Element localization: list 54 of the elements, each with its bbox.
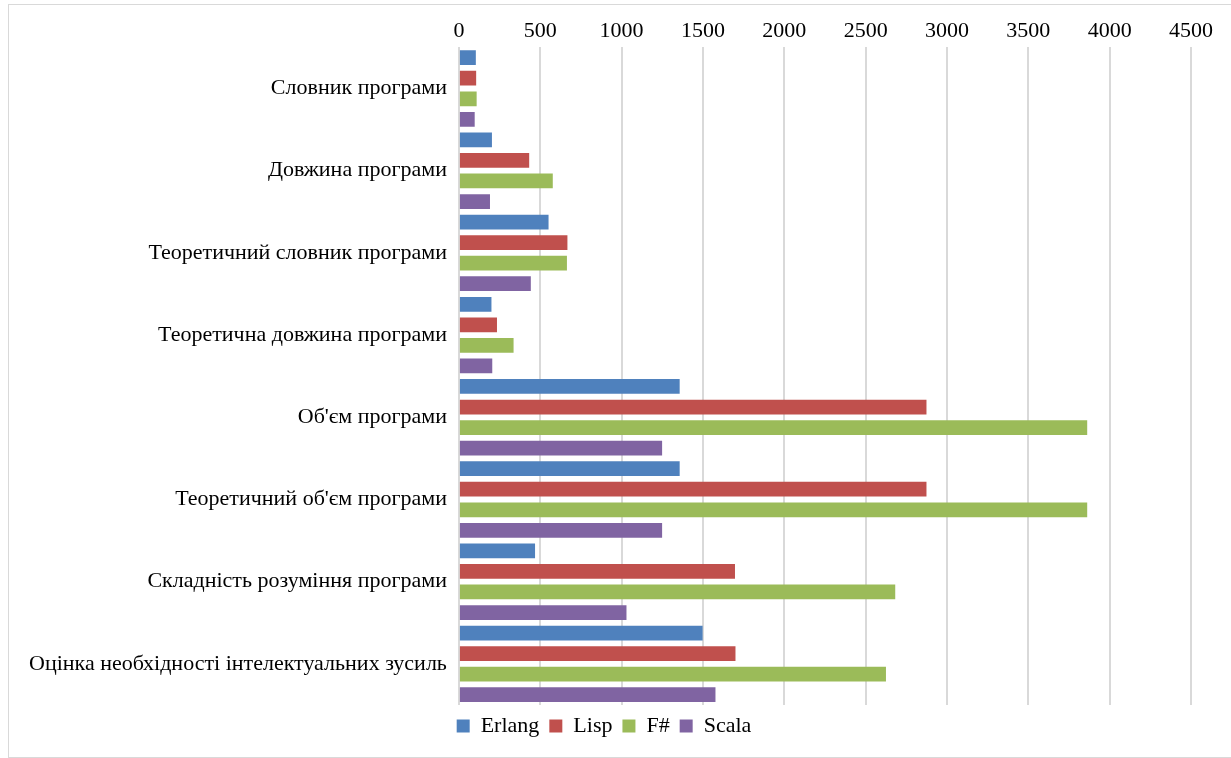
bar xyxy=(459,461,680,477)
y-tick-label: Теоретичний словник програми xyxy=(148,238,448,264)
bar xyxy=(459,584,896,600)
x-tick-label: 4500 xyxy=(1169,16,1213,42)
x-tick-label: 1000 xyxy=(599,16,644,42)
bar xyxy=(459,502,1088,518)
bar xyxy=(459,543,536,559)
y-tick-label: Словник програми xyxy=(270,74,448,100)
bar xyxy=(459,605,627,620)
bar xyxy=(459,625,703,641)
bar xyxy=(459,214,549,230)
legend-label: Lisp xyxy=(573,711,613,737)
x-tick-label: 0 xyxy=(453,16,465,42)
bar xyxy=(459,255,567,271)
bar xyxy=(459,420,1088,435)
x-tick-label: 1500 xyxy=(680,16,725,42)
y-tick-label: Об'єм програми xyxy=(297,403,448,429)
y-tick-label: Теоретичний об'єм програми xyxy=(175,485,448,511)
x-tick-label: 3500 xyxy=(1006,16,1051,42)
bar xyxy=(459,379,680,394)
bar xyxy=(459,317,497,333)
bar xyxy=(459,235,568,251)
bar xyxy=(459,564,735,579)
x-tick-label: 3000 xyxy=(924,16,969,42)
bar xyxy=(459,132,492,148)
x-tick-label: 2000 xyxy=(762,16,807,42)
bar xyxy=(459,111,475,127)
bar xyxy=(459,153,530,168)
bar xyxy=(459,70,477,86)
bar xyxy=(459,646,736,662)
bar xyxy=(459,481,927,497)
bar xyxy=(459,337,514,353)
y-tick-label: Складність розуміння програми xyxy=(147,567,448,593)
legend-label: F# xyxy=(646,711,670,737)
bar xyxy=(459,399,927,415)
x-tick-label: 500 xyxy=(523,16,557,42)
bar xyxy=(459,440,663,456)
bar xyxy=(459,173,553,189)
bar xyxy=(459,91,477,107)
bar xyxy=(459,194,490,209)
bar xyxy=(459,276,531,292)
bar xyxy=(459,687,716,703)
legend-label: Scala xyxy=(703,711,752,737)
y-tick-label: Оцінка необхідності інтелектуальних зусиль xyxy=(28,649,447,675)
y-tick-label: Довжина програми xyxy=(267,156,448,182)
bar xyxy=(459,358,493,374)
x-tick-label: 2500 xyxy=(843,16,888,42)
bar xyxy=(459,50,476,66)
bar xyxy=(459,296,492,312)
bar xyxy=(459,522,663,538)
bar xyxy=(459,666,886,682)
legend-label: Erlang xyxy=(480,711,540,737)
x-tick-label: 4000 xyxy=(1087,16,1132,42)
y-tick-label: Теоретична довжина програми xyxy=(158,320,448,346)
